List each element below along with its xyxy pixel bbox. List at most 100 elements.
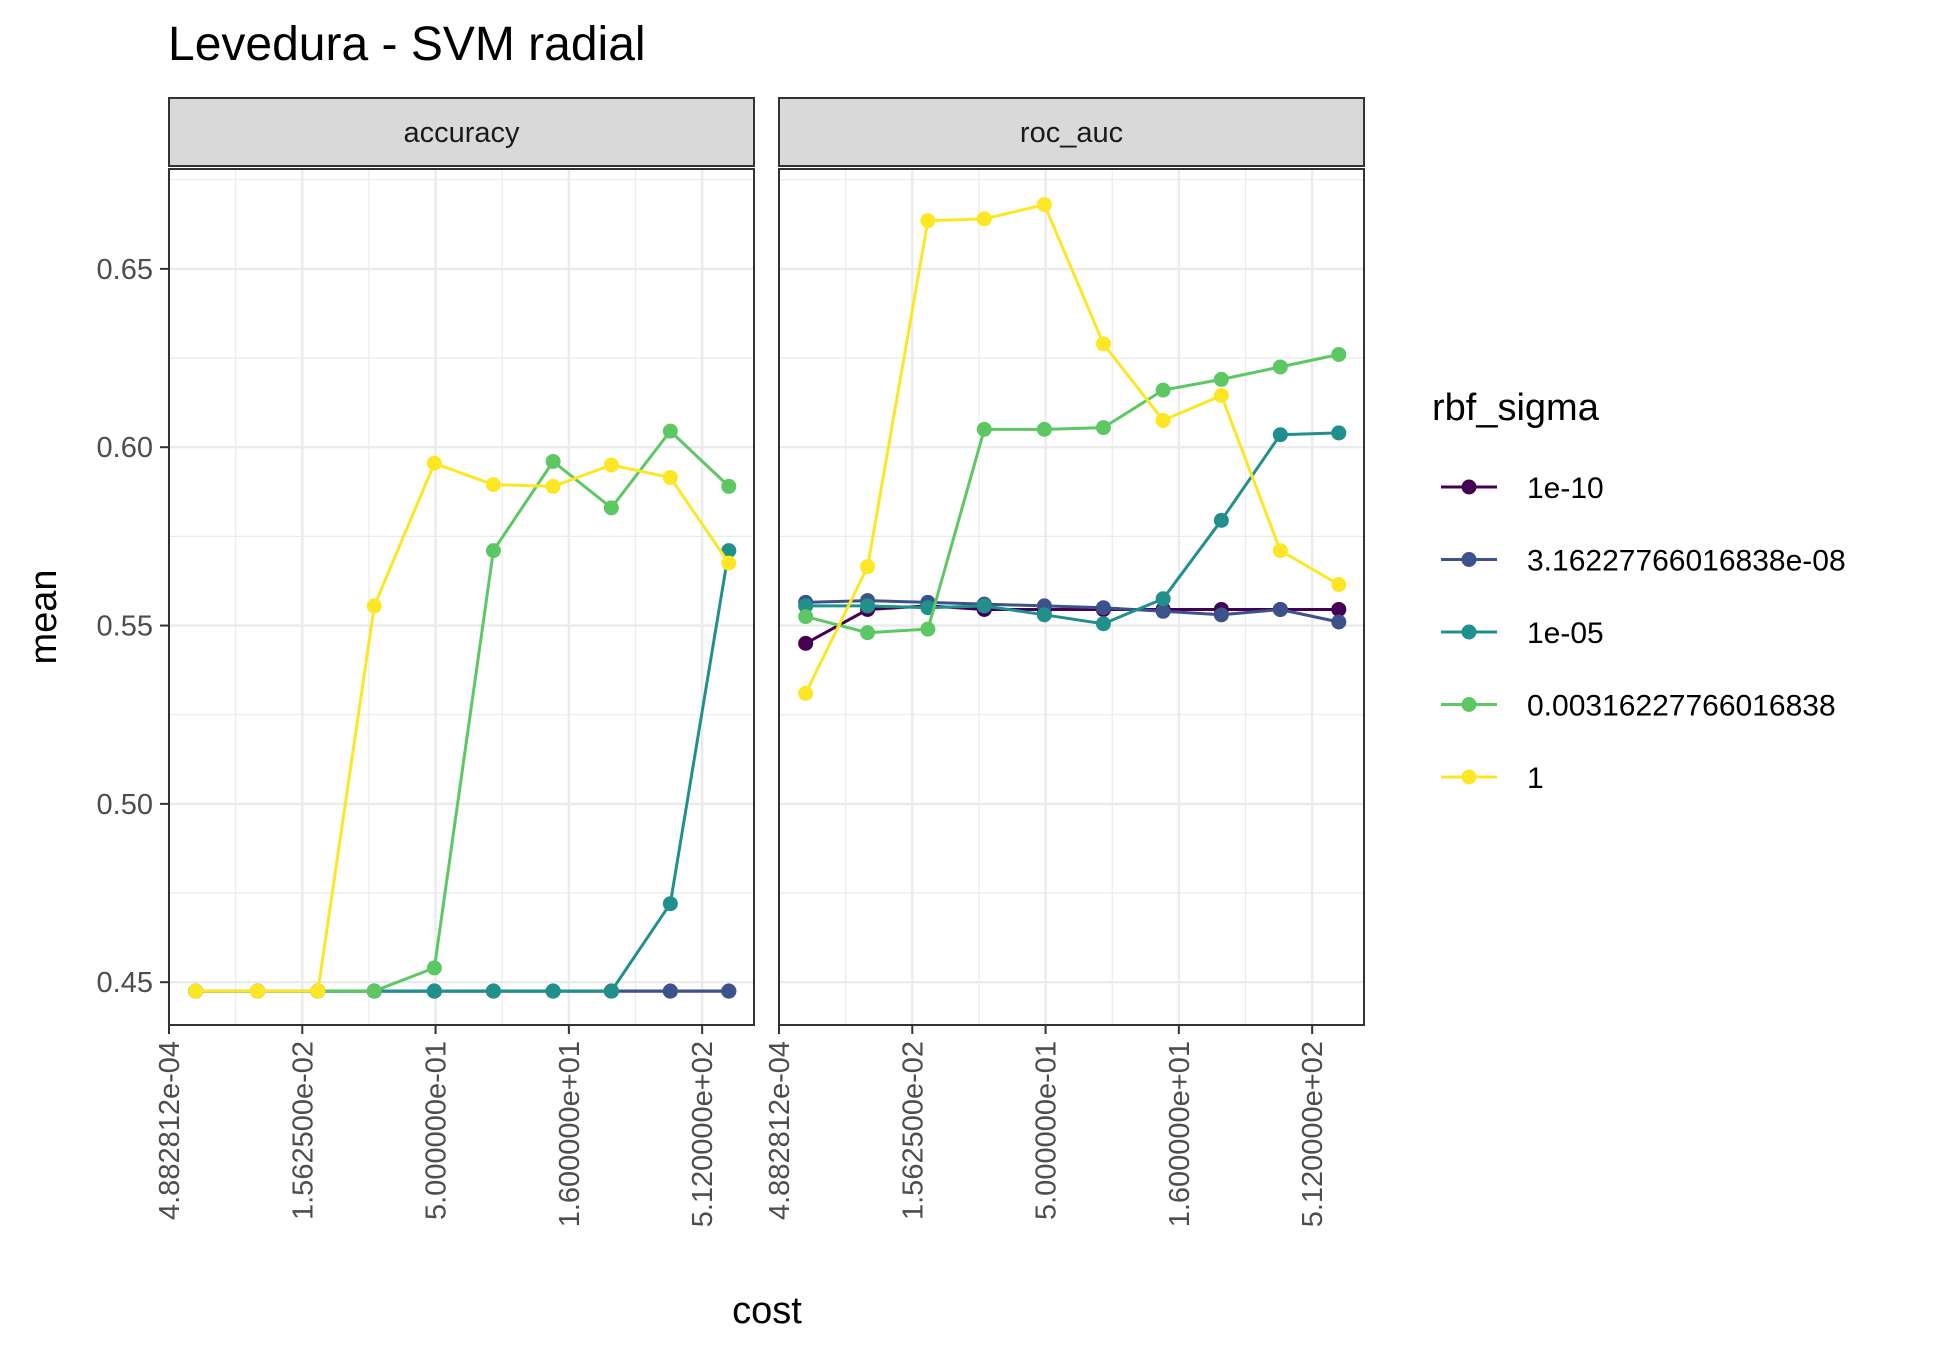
legend-label: 3.16227766016838e-08 — [1527, 545, 1846, 578]
data-point — [250, 983, 266, 999]
legend-item: 3.16227766016838e-08 — [1441, 545, 1846, 578]
y-tick-label: 0.55 — [97, 611, 153, 643]
data-point — [485, 477, 501, 493]
legend-key-point — [1461, 552, 1477, 567]
series-line — [805, 431, 1339, 626]
x-tick-label: 5.120000e+02 — [687, 1041, 719, 1227]
legend-key-point — [1461, 769, 1477, 785]
data-point — [1213, 607, 1229, 623]
y-tick-label: 0.60 — [97, 432, 153, 464]
x-tick-label: 1.600000e+01 — [554, 1041, 586, 1227]
data-point — [798, 635, 814, 651]
data-point — [860, 559, 876, 575]
data-point — [485, 983, 501, 999]
legend-label: 1e-10 — [1527, 472, 1604, 505]
legend-item: 1 — [1441, 762, 1544, 795]
x-tick-label: 1.562500e-02 — [897, 1041, 929, 1220]
data-point — [545, 983, 561, 999]
data-point — [426, 455, 442, 471]
legend-key-point — [1461, 624, 1477, 640]
data-point — [1155, 382, 1171, 398]
legend-item: 1e-10 — [1441, 472, 1604, 505]
data-point — [721, 478, 737, 494]
data-point — [1331, 346, 1347, 362]
data-point — [662, 423, 678, 439]
data-point — [976, 598, 992, 614]
data-point — [662, 896, 678, 912]
facet-strip — [168, 97, 755, 167]
data-point — [798, 609, 814, 625]
facet-strip — [778, 97, 1365, 167]
series-0.00316227766016838 — [798, 346, 1347, 641]
data-point — [1155, 591, 1171, 607]
legend-key-point — [1461, 479, 1477, 495]
series-1e-05 — [798, 425, 1347, 632]
legend-label: 0.00316227766016838 — [1527, 690, 1836, 723]
data-point — [1095, 616, 1111, 632]
data-point — [1155, 603, 1171, 619]
panel-border — [168, 168, 755, 1026]
data-point — [920, 213, 936, 229]
data-point — [1272, 543, 1288, 559]
data-point — [1036, 197, 1052, 213]
data-point — [1272, 427, 1288, 443]
data-point — [1331, 577, 1347, 593]
x-tick-label: 1.600000e+01 — [1164, 1041, 1196, 1227]
data-point — [1036, 607, 1052, 623]
data-point — [976, 211, 992, 227]
data-point — [860, 625, 876, 641]
data-point — [798, 598, 814, 614]
data-point — [976, 421, 992, 437]
y-tick-label: 0.50 — [97, 789, 153, 821]
series-1 — [188, 455, 737, 999]
series-line — [805, 599, 1340, 624]
series-line — [804, 203, 1340, 694]
data-point — [366, 983, 382, 999]
data-point — [1095, 420, 1111, 436]
legend-key-point — [1461, 697, 1477, 712]
panels: accuracy 4.882812e-04 1.562500e-02 5.000000… — [154, 97, 1365, 1227]
x-tick-label: 5.120000e+02 — [1297, 1041, 1329, 1227]
x-tick-label: 4.882812e-04 — [154, 1041, 186, 1220]
data-point — [662, 983, 678, 999]
legend-title: rbf_sigma — [1432, 387, 1600, 429]
series-1 — [798, 197, 1347, 701]
data-point — [860, 598, 876, 614]
data-point — [1331, 614, 1347, 630]
y-tick-label: 0.45 — [97, 967, 153, 999]
facet-label: accuracy — [403, 117, 520, 149]
data-point — [1213, 387, 1229, 403]
data-point — [603, 500, 619, 516]
y-axis: 0.45 0.50 0.55 0.60 0.65 — [97, 254, 169, 999]
x-tick-label: 1.562500e-02 — [287, 1041, 319, 1220]
data-point — [1036, 421, 1052, 437]
legend-label: 1 — [1527, 762, 1544, 795]
x-tick-label: 4.882812e-04 — [764, 1041, 796, 1220]
data-point — [1331, 425, 1347, 441]
data-point — [1272, 601, 1288, 617]
data-point — [426, 960, 442, 976]
data-point — [721, 983, 737, 999]
panel-accuracy: accuracy 4.882812e-04 1.562500e-02 5.000000… — [154, 97, 755, 1227]
y-tick-label: 0.65 — [97, 254, 153, 286]
data-point — [1331, 601, 1347, 617]
x-tick-label: 5.000000e-01 — [421, 1041, 453, 1220]
panel-border — [778, 168, 1365, 1026]
data-point — [1095, 336, 1111, 352]
data-point — [545, 453, 561, 469]
data-point — [188, 983, 204, 999]
data-point — [721, 543, 737, 559]
x-tick-label: 5.000000e-01 — [1031, 1041, 1063, 1220]
data-point — [426, 983, 442, 999]
panel-background — [779, 169, 1364, 1025]
panel-roc_auc: roc_auc 4.882812e-04 1.562500e-02 5.000000e… — [764, 97, 1365, 1227]
data-point — [1272, 359, 1288, 375]
legend-label: 1e-05 — [1527, 617, 1604, 650]
data-point — [662, 470, 678, 486]
data-point — [920, 621, 936, 637]
data-point — [603, 983, 619, 999]
data-point — [545, 478, 561, 494]
data-point — [1155, 412, 1171, 428]
legend-item: 0.00316227766016838 — [1441, 690, 1836, 723]
